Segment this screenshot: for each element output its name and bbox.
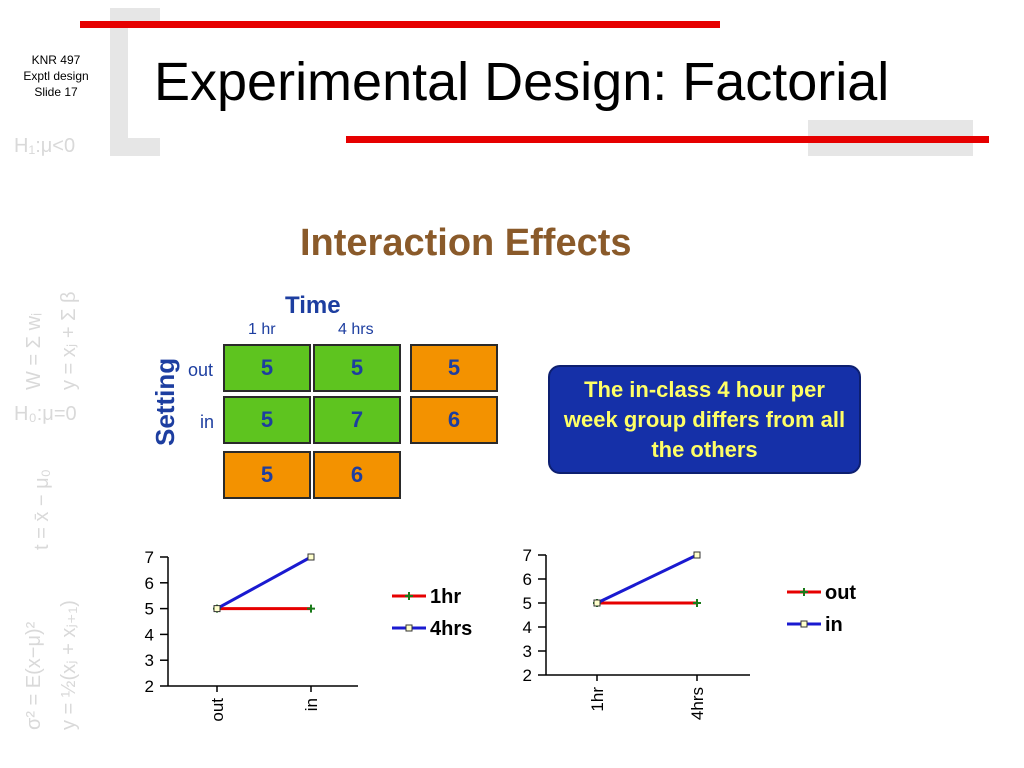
col-mean-4hrs: 6 (313, 451, 401, 499)
y-tick-label: 6 (145, 574, 154, 593)
y-tick-label: 4 (523, 618, 532, 637)
legend-marker-out (800, 588, 808, 596)
col-header-4hrs: 4 hrs (338, 321, 374, 338)
col-header-1hr: 1 hr (248, 321, 276, 338)
x-tick-label: in (302, 698, 321, 711)
cell-out-4hrs: 5 (313, 344, 401, 392)
series-line-in (596, 553, 698, 605)
y-tick-label: 3 (523, 642, 532, 661)
cell-in-4hrs: 7 (313, 396, 401, 444)
slide-title: Experimental Design: Factorial (154, 52, 890, 112)
data-point-out (693, 599, 701, 607)
cell-out-1hr: 5 (223, 344, 311, 392)
legend-label-1hr: 1hr (430, 586, 461, 608)
y-tick-label: 6 (523, 570, 532, 589)
legend-label-out: out (825, 582, 856, 604)
legend-marker-1hr (405, 592, 413, 600)
col-mean-1hr: 5 (223, 451, 311, 499)
course-topic: Exptl design (23, 69, 89, 83)
series-line-4hrs (216, 555, 312, 610)
y-tick-label: 2 (523, 666, 532, 685)
callout-text: The in-class 4 hour per week group diffe… (563, 376, 846, 462)
data-point-in (593, 599, 601, 607)
svg-text:W = Σ wᵢ: W = Σ wᵢ (23, 313, 45, 390)
y-tick-label: 5 (145, 600, 154, 619)
legend-label-4hrs: 4hrs (430, 618, 472, 640)
data-point-1hr (307, 604, 315, 613)
x-tick-label: 1hr (588, 687, 607, 712)
x-tick-label: 4hrs (688, 687, 707, 720)
row-header-out: out (188, 360, 214, 380)
slide-meta: KNR 497 Exptl design Slide 17 (4, 52, 108, 100)
legend-marker-in (800, 620, 808, 628)
row-header-in: in (200, 412, 215, 432)
svg-text:σ² = E(x−μ)²: σ² = E(x−μ)² (23, 621, 45, 730)
y-tick-label: 2 (145, 677, 154, 696)
svg-text:H₁:μ<0: H₁:μ<0 (14, 135, 75, 157)
factor-time-label: Time (285, 292, 341, 319)
y-tick-label: 4 (145, 625, 154, 644)
data-point-4hrs (307, 553, 315, 561)
x-tick-label: out (208, 698, 227, 722)
red-line-top (80, 21, 720, 28)
formula-watermark: H₁:μ<0 H₀:μ=0 σ² = E(x−μ)² y = ½(xⱼ + xⱼ… (14, 135, 80, 730)
data-point-in (693, 551, 701, 559)
legend-label-in: in (825, 614, 843, 636)
y-tick-label: 3 (145, 651, 154, 670)
svg-text:t = x̄ − μ₀: t = x̄ − μ₀ (31, 469, 53, 550)
y-tick-label: 5 (523, 594, 532, 613)
slide-number: Slide 17 (34, 85, 78, 99)
legend-marker-4hrs (405, 624, 413, 632)
row-mean-in: 6 (410, 396, 498, 444)
svg-text:H₀:μ=0: H₀:μ=0 (14, 403, 77, 425)
data-point-4hrs (213, 605, 221, 613)
red-line-bottom (346, 136, 989, 143)
gray-bracket-left (110, 8, 160, 156)
svg-text:y = ½(xⱼ + xⱼ₊₁): y = ½(xⱼ + xⱼ₊₁) (58, 600, 80, 730)
row-mean-out: 5 (410, 344, 498, 392)
callout-box: The in-class 4 hour per week group diffe… (548, 365, 861, 474)
y-tick-label: 7 (523, 546, 532, 565)
y-tick-label: 7 (145, 548, 154, 567)
figure-title: Interaction Effects (300, 222, 632, 264)
cell-in-1hr: 5 (223, 396, 311, 444)
course-code: KNR 497 (31, 53, 81, 67)
svg-text:y = xⱼ + Σ β: y = xⱼ + Σ β (58, 291, 80, 390)
